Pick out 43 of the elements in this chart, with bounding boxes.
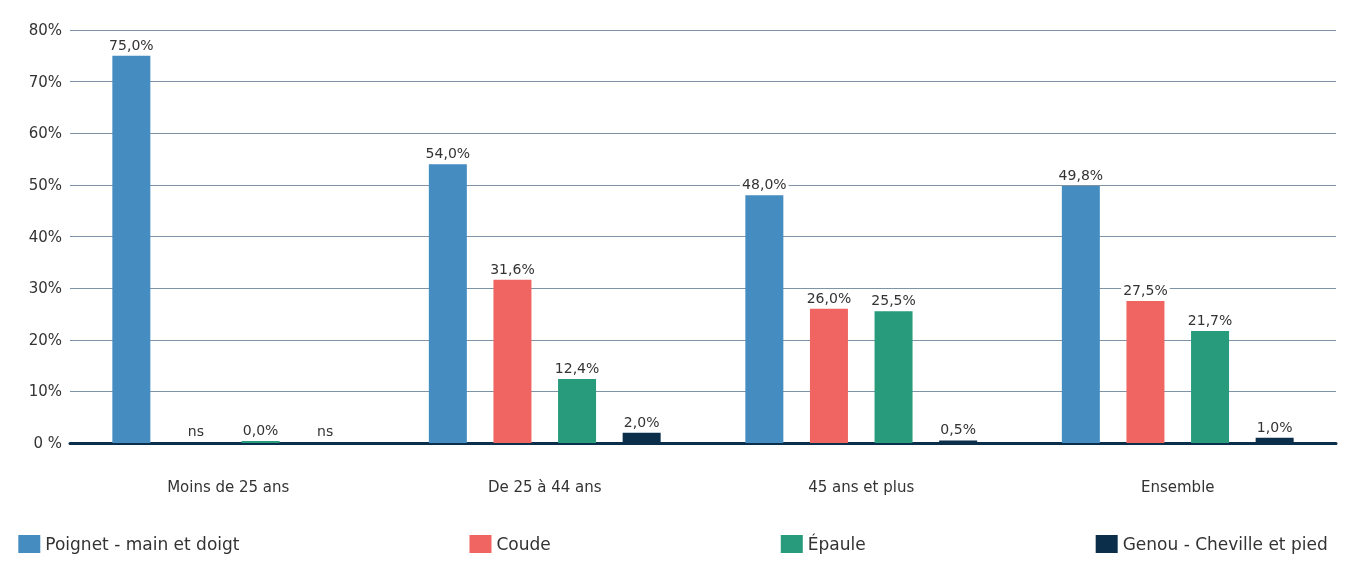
y-tick-label: 40%: [28, 227, 62, 246]
data-label: 26,0%: [806, 289, 852, 306]
data-label: 2,0%: [623, 413, 660, 430]
y-tick-label: 60%: [28, 124, 62, 143]
y-tick-label: 20%: [28, 330, 62, 349]
legend-label: Genou - Cheville et pied: [1122, 534, 1328, 554]
bar: [874, 311, 913, 443]
legend-label: Coude: [496, 534, 551, 554]
y-tick-label: 30%: [28, 279, 62, 298]
x-tick-label: Ensemble: [1140, 477, 1215, 496]
data-label: 31,6%: [490, 260, 535, 277]
data-label: 12,4%: [554, 359, 600, 376]
y-tick-label: 10%: [28, 382, 62, 401]
data-label: 21,7%: [1187, 311, 1233, 328]
y-tick-label: 80%: [28, 21, 62, 39]
bar: [558, 378, 597, 443]
bar: [809, 308, 848, 443]
bar: [428, 164, 467, 443]
x-tick-label: De 25 à 44 ans: [487, 477, 602, 496]
bar: [1061, 185, 1100, 443]
x-tick-label: 45 ans et plus: [808, 477, 915, 496]
bar: [493, 279, 532, 443]
bar: [112, 55, 151, 443]
bar: [1126, 301, 1165, 443]
data-label: 25,5%: [871, 292, 916, 309]
y-tick-label: 50%: [28, 175, 62, 194]
data-label: 54,0%: [425, 145, 471, 162]
data-label: 48,0%: [742, 176, 787, 193]
y-tick-label: 70%: [28, 72, 62, 91]
data-label: 75,0%: [109, 36, 154, 53]
legend-label: Poignet - main et doigt: [45, 534, 240, 554]
data-label: 27,5%: [1123, 282, 1168, 299]
bar: [745, 195, 784, 443]
data-label: 0,0%: [242, 422, 279, 438]
text: ns: [317, 423, 334, 439]
legend-label: Épaule: [807, 533, 866, 554]
x-tick-label: Moins de 25 ans: [167, 477, 290, 496]
bar: [1191, 330, 1230, 443]
data-label: 1,0%: [1256, 418, 1293, 435]
data-label: 0,5%: [940, 421, 976, 438]
data-label: 49,8%: [1058, 166, 1104, 183]
text: ns: [187, 423, 205, 439]
y-tick-label: 0 %: [33, 434, 62, 452]
